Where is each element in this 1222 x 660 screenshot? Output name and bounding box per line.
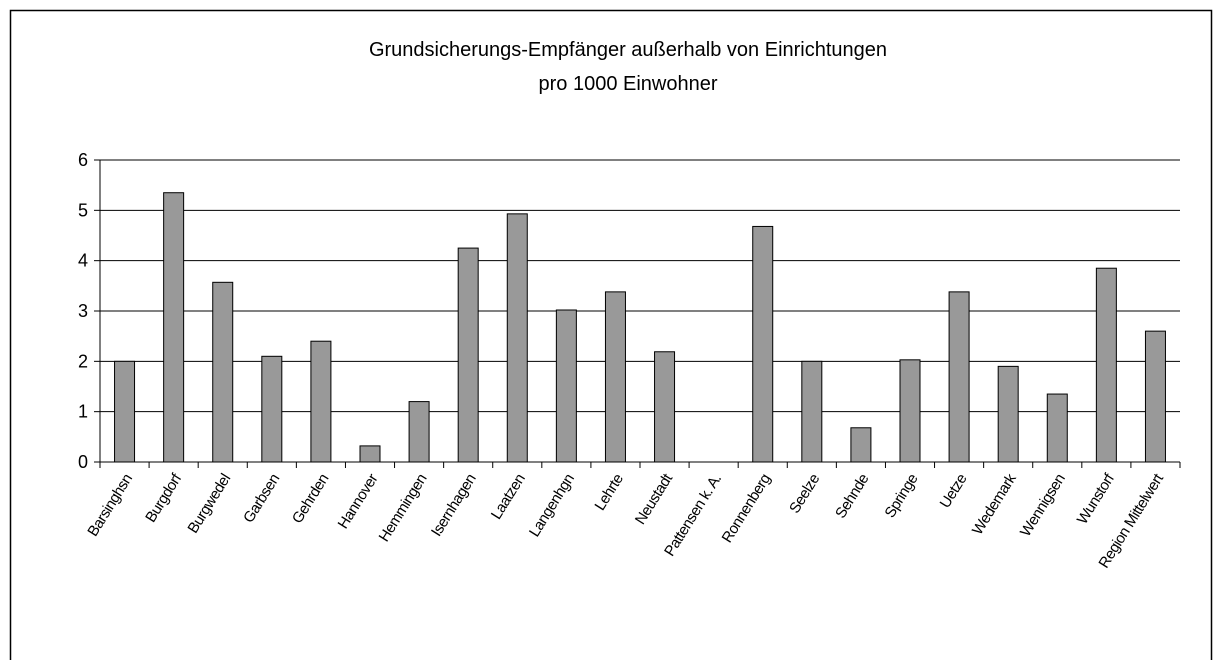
- x-tick-label: Ronnenberg: [719, 471, 775, 546]
- bar: [1144, 330, 1166, 463]
- y-tick-label: 4: [78, 251, 88, 271]
- chart-title: pro 1000 Einwohner: [538, 73, 717, 95]
- y-tick-label: 1: [78, 402, 88, 422]
- bar: [163, 192, 185, 463]
- x-tick-label: Wunstorf: [1074, 470, 1119, 527]
- bar: [850, 427, 872, 463]
- x-tick-label: Springe: [881, 471, 921, 521]
- bar: [1095, 267, 1117, 463]
- x-tick-label: Hannover: [335, 471, 382, 532]
- bar: [752, 225, 774, 463]
- x-tick-label: Langenhgn: [526, 471, 578, 540]
- x-tick-label: Laatzen: [488, 471, 529, 522]
- x-tick-label: Lehrte: [591, 471, 626, 514]
- x-tick-label: Seelze: [786, 471, 823, 516]
- bar: [114, 360, 136, 463]
- bar: [801, 360, 823, 463]
- bar: [555, 309, 577, 463]
- bar: [359, 445, 381, 463]
- bar: [457, 247, 479, 463]
- y-tick-label: 2: [78, 351, 88, 371]
- x-tick-label: Gehrden: [289, 471, 333, 527]
- x-tick-label: Uetze: [937, 471, 971, 511]
- y-tick-label: 0: [78, 452, 88, 472]
- bar: [997, 365, 1019, 463]
- bar: [261, 355, 283, 463]
- y-tick-label: 5: [78, 200, 88, 220]
- x-tick-label: Neustadt: [632, 470, 677, 528]
- bar: [1046, 393, 1068, 463]
- bar: [604, 291, 626, 463]
- chart-title: Grundsicherungs-Empfänger außerhalb von …: [369, 39, 887, 61]
- y-tick-label: 3: [78, 301, 88, 321]
- chart-border: [9, 9, 1213, 660]
- x-tick-label: Wedemark: [969, 470, 1020, 538]
- x-tick-label: Isernhagen: [428, 471, 480, 540]
- bar: [654, 351, 676, 463]
- x-tick-label: Garbsen: [240, 471, 283, 526]
- x-tick-label: Barsinghsn: [84, 471, 136, 540]
- bar: [948, 291, 970, 463]
- x-tick-label: Burgdorf: [142, 470, 185, 526]
- x-tick-label: Wennigsen: [1017, 471, 1069, 540]
- bar: [212, 281, 234, 463]
- x-tick-label: Hemmingen: [376, 471, 431, 545]
- y-tick-label: 6: [78, 150, 88, 170]
- bar: [899, 359, 921, 463]
- bar: [408, 401, 430, 463]
- bar: [506, 213, 528, 463]
- x-tick-label: Burgwedel: [185, 471, 235, 536]
- bar: [310, 340, 332, 463]
- x-tick-label: Sehnde: [832, 471, 872, 521]
